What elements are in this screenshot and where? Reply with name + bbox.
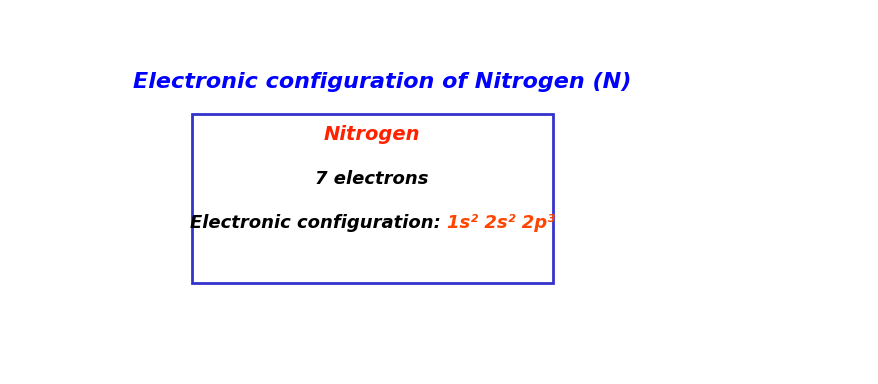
Text: Electronic configuration:: Electronic configuration: [190, 215, 446, 232]
Text: Electronic configuration of Nitrogen (N): Electronic configuration of Nitrogen (N) [133, 71, 630, 91]
Text: 1s² 2s² 2p³: 1s² 2s² 2p³ [446, 215, 554, 232]
Text: Nitrogen: Nitrogen [323, 125, 420, 144]
FancyBboxPatch shape [191, 114, 552, 283]
Text: 7 electrons: 7 electrons [315, 170, 428, 188]
